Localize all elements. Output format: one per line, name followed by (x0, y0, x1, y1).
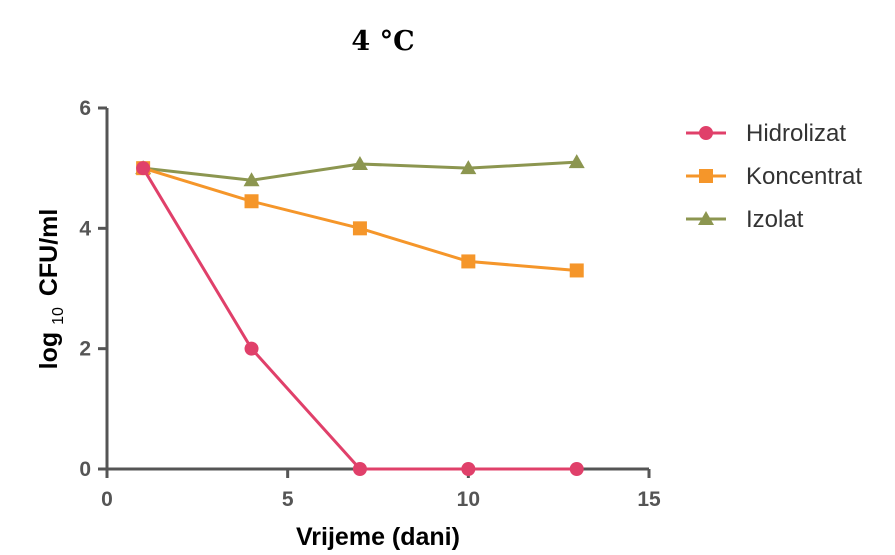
x-tick-label: 10 (457, 488, 480, 511)
series-izolat (135, 154, 585, 187)
series-layer (135, 154, 585, 476)
legend-label: Koncentrat (746, 163, 862, 190)
y-tick-label: 0 (79, 458, 91, 481)
legend-item-izolat: Izolat (686, 206, 804, 233)
series-line-koncentrat (142, 166, 577, 272)
data-point-koncentrat (352, 221, 367, 236)
legend-swatch-marker (699, 126, 713, 140)
x-tick-label: 5 (282, 488, 294, 511)
data-point-koncentrat (244, 194, 259, 209)
data-point-izolat (351, 155, 368, 170)
data-point-izolat (568, 154, 585, 169)
x-axis-title: Vrijeme (dani) (296, 523, 460, 551)
data-point-hidrolizat (461, 462, 476, 476)
data-point-koncentrat (569, 263, 584, 278)
legend-item-koncentrat: Koncentrat (686, 163, 862, 190)
y-tick-label: 6 (79, 97, 91, 120)
x-tick-label: 15 (637, 488, 661, 511)
data-point-hidrolizat (352, 462, 367, 476)
legend-swatch-marker (699, 169, 713, 183)
data-point-hidrolizat (136, 161, 151, 176)
y-tick-label: 4 (79, 217, 91, 240)
legend-item-hidrolizat: Hidrolizat (686, 120, 846, 147)
y-axis-title-unit: CFU/ml (35, 209, 63, 297)
legend-swatch-marker (698, 211, 714, 225)
data-point-koncentrat (461, 254, 476, 269)
series-hidrolizat (136, 161, 584, 476)
x-tick-label: 0 (101, 488, 113, 511)
y-axis-title-subscript: 10 (50, 307, 67, 325)
data-point-hidrolizat (569, 462, 584, 476)
series-line-hidrolizat (141, 167, 577, 471)
legend: Hidrolizat Koncentrat Izolat (686, 120, 862, 233)
legend-label: Hidrolizat (746, 120, 846, 147)
y-axis: 0 2 4 6 (79, 97, 109, 481)
data-point-izolat (460, 160, 477, 175)
y-axis-title-log: log (35, 332, 63, 370)
y-axis-title: log 10 CFU/ml (35, 209, 69, 370)
legend-label: Izolat (746, 206, 804, 233)
y-tick-label: 2 (79, 338, 91, 361)
data-point-hidrolizat (244, 341, 259, 356)
data-point-izolat (243, 172, 260, 187)
series-koncentrat (136, 161, 584, 278)
chart-title: 4 °C (351, 26, 414, 57)
